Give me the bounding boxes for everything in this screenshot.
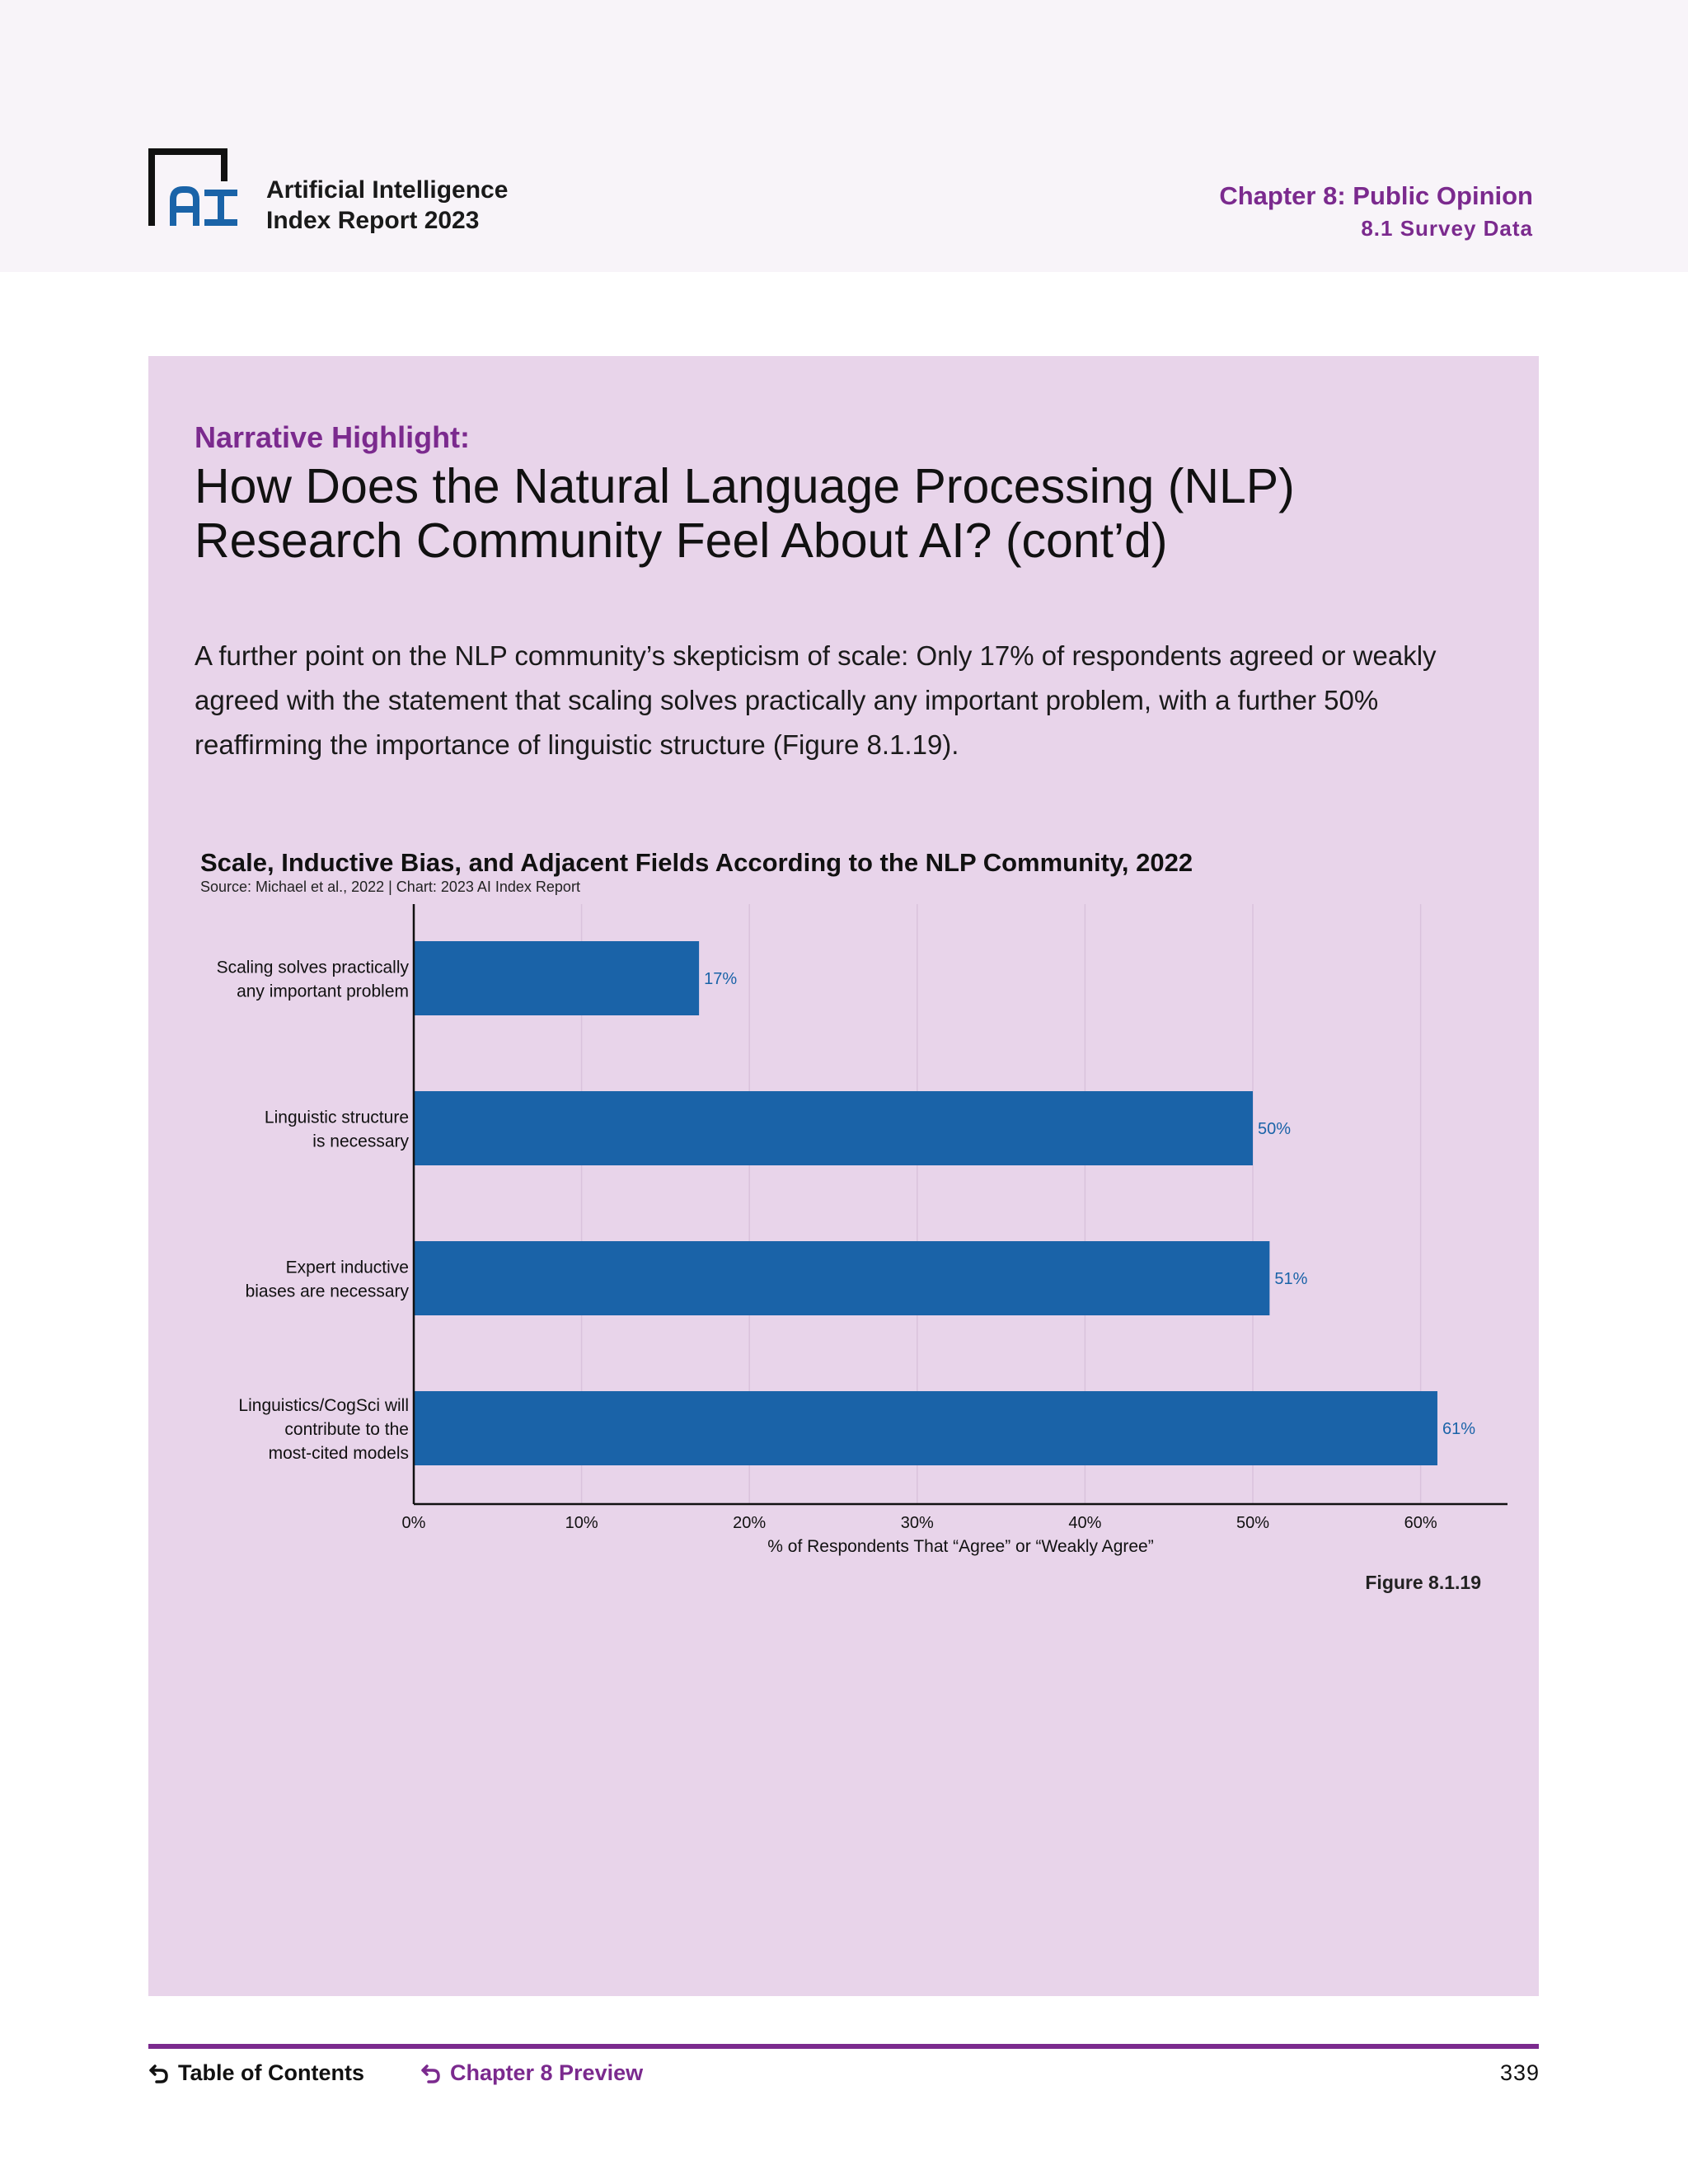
return-arrow-icon xyxy=(149,2064,168,2083)
bar xyxy=(414,1241,1270,1315)
footer-divider xyxy=(148,2044,1539,2049)
data-label: 61% xyxy=(1442,1420,1475,1438)
chapter-block: Chapter 8: Public Opinion 8.1 Survey Dat… xyxy=(1219,180,1533,244)
bar xyxy=(414,1091,1253,1165)
bar xyxy=(414,1391,1437,1465)
chart-source: Source: Michael et al., 2022 | Chart: 20… xyxy=(200,879,580,895)
x-tick-label: 60% xyxy=(1404,1514,1437,1532)
x-tick-label: 0% xyxy=(402,1514,426,1532)
highlight-label: Narrative Highlight: xyxy=(195,420,471,454)
figure-label: Figure 8.1.19 xyxy=(1365,1572,1481,1593)
x-tick-label: 50% xyxy=(1236,1514,1269,1532)
page-number: 339 xyxy=(1499,2060,1540,2085)
chapter-preview-label: Chapter 8 Preview xyxy=(450,2060,644,2085)
return-arrow-icon xyxy=(421,2064,440,2083)
data-label: 50% xyxy=(1258,1120,1291,1138)
headline-line2: Research Community Feel About AI? (cont’… xyxy=(195,513,1168,568)
ai-index-logo-icon xyxy=(148,148,237,226)
x-tick-label: 10% xyxy=(565,1514,598,1532)
x-axis-label: % of Respondents That “Agree” or “Weakly… xyxy=(767,1537,1153,1556)
page-header: Artificial Intelligence Index Report 202… xyxy=(0,0,1688,272)
category-label: is necessary xyxy=(312,1132,409,1151)
category-label: any important problem xyxy=(237,982,409,1001)
headline-line1: How Does the Natural Language Processing… xyxy=(195,459,1295,513)
category-label: Scaling solves practically xyxy=(217,958,410,977)
data-label: 51% xyxy=(1274,1270,1307,1288)
narrative-panel: Narrative Highlight: How Does the Natura… xyxy=(148,356,1539,1996)
x-tick-label: 30% xyxy=(901,1514,934,1532)
headline: How Does the Natural Language Processing… xyxy=(195,459,1480,568)
bar-chart: 17% Scaling solves practically any importa… xyxy=(217,904,1507,1556)
table-of-contents-label: Table of Contents xyxy=(178,2060,364,2085)
category-label: biases are necessary xyxy=(246,1282,410,1301)
category-label: most-cited models xyxy=(269,1444,409,1463)
chart-title: Scale, Inductive Bias, and Adjacent Fiel… xyxy=(200,848,1193,877)
bar xyxy=(414,941,700,1015)
x-tick-label: 20% xyxy=(733,1514,766,1532)
chapter-title: Chapter 8: Public Opinion xyxy=(1219,181,1533,210)
chapter-preview-link[interactable]: Chapter 8 Preview xyxy=(420,2060,643,2086)
report-title-line2: Index Report 2023 xyxy=(266,207,480,234)
data-label: 17% xyxy=(704,970,737,988)
category-label: Linguistics/CogSci will xyxy=(238,1396,409,1415)
report-title: Artificial Intelligence Index Report 202… xyxy=(266,175,508,236)
table-of-contents-link[interactable]: Table of Contents xyxy=(148,2060,364,2086)
category-label: contribute to the xyxy=(284,1420,409,1439)
category-label: Linguistic structure xyxy=(265,1108,409,1127)
section-title: 8.1 Survey Data xyxy=(1361,216,1533,241)
category-label: Expert inductive xyxy=(286,1258,409,1277)
x-tick-label: 40% xyxy=(1068,1514,1101,1532)
body-text: A further point on the NLP community’s s… xyxy=(195,640,1437,760)
report-title-line1: Artificial Intelligence xyxy=(266,176,509,204)
